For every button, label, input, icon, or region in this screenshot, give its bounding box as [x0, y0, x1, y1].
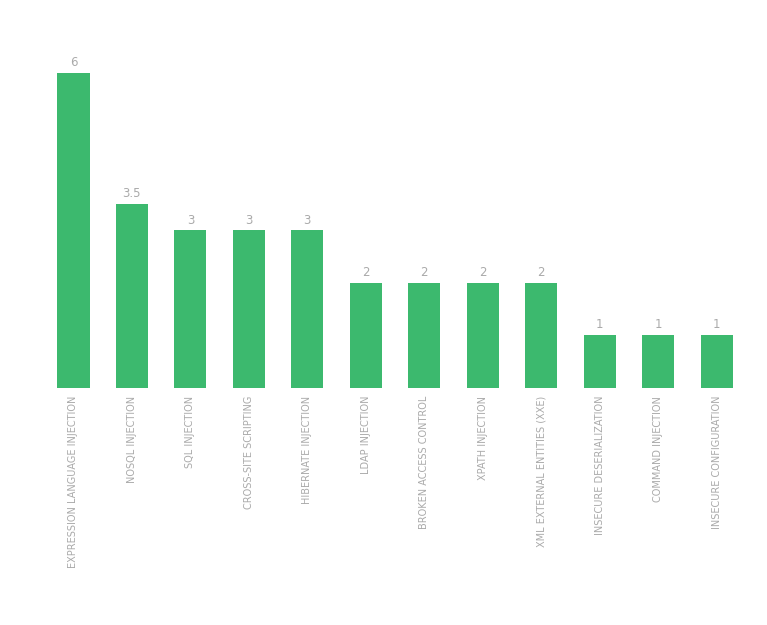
Text: 3: 3	[186, 214, 194, 227]
Bar	[232, 231, 265, 388]
Bar	[584, 335, 616, 388]
Text: 1: 1	[654, 319, 662, 331]
Text: 3: 3	[304, 214, 311, 227]
Bar	[116, 204, 148, 388]
Text: 2: 2	[362, 266, 370, 279]
Text: 2: 2	[538, 266, 545, 279]
Text: 2: 2	[420, 266, 428, 279]
Text: 3: 3	[245, 214, 252, 227]
Bar	[642, 335, 674, 388]
Bar	[700, 335, 732, 388]
Bar	[525, 282, 558, 388]
Text: 1: 1	[596, 319, 604, 331]
Text: 1: 1	[713, 319, 720, 331]
Text: 2: 2	[479, 266, 486, 279]
Bar	[174, 231, 206, 388]
Bar	[291, 231, 324, 388]
Bar	[466, 282, 499, 388]
Text: 3.5: 3.5	[123, 188, 141, 201]
Bar	[408, 282, 440, 388]
Bar	[350, 282, 382, 388]
Text: 6: 6	[70, 56, 77, 69]
Bar	[58, 73, 90, 388]
